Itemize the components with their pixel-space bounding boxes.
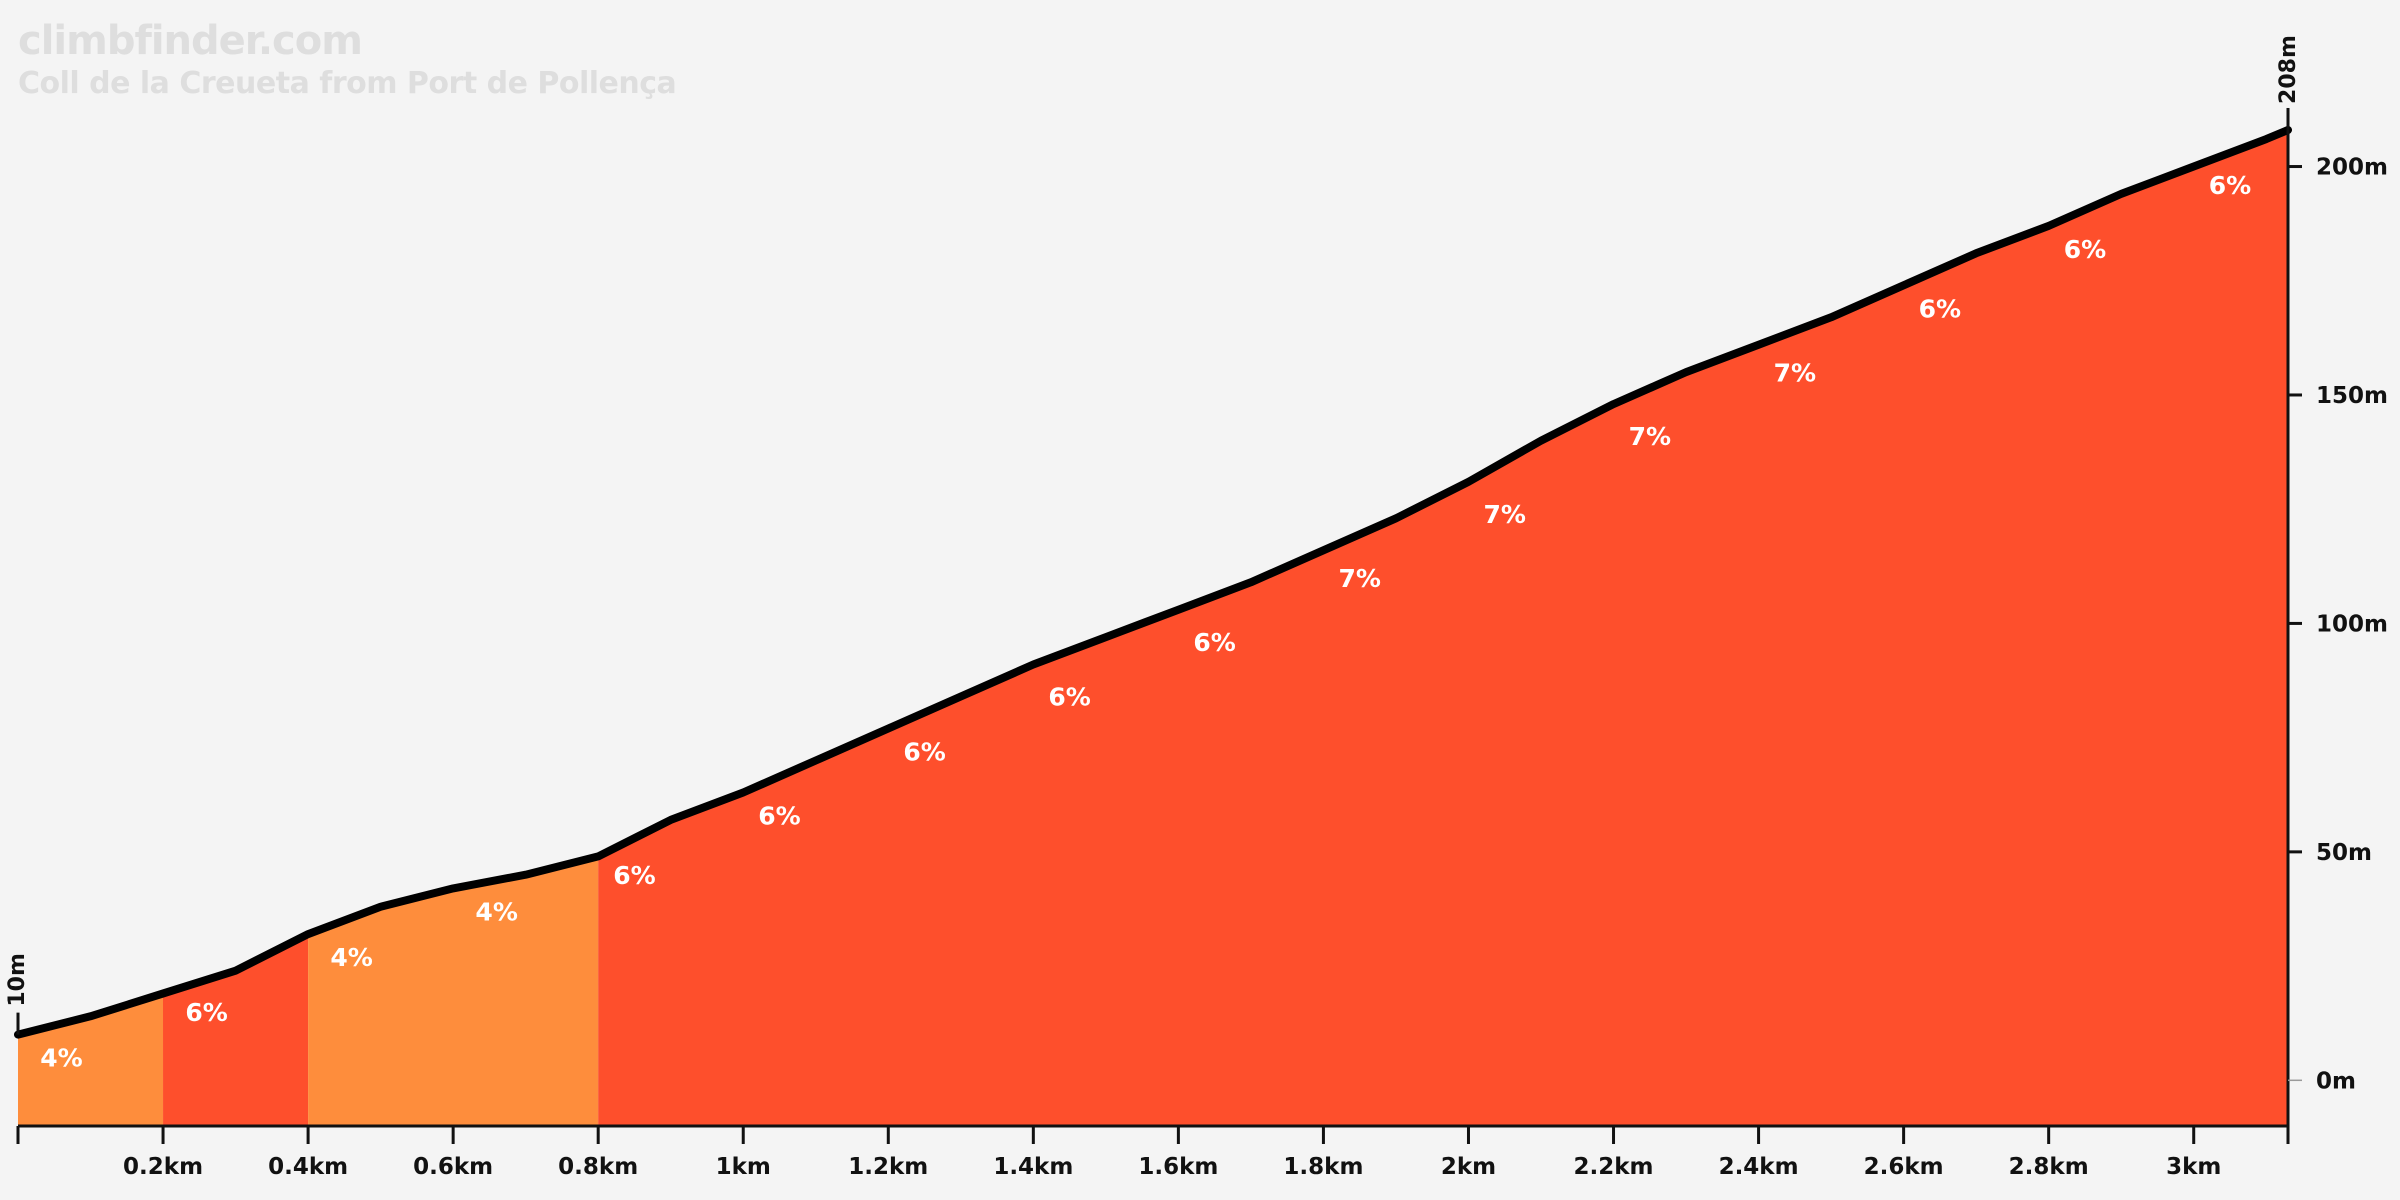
start-elevation-label: 10m <box>5 953 30 1007</box>
grade-label-4: 6% <box>1048 683 1090 712</box>
segment-grade-label-3: 4% <box>330 943 372 972</box>
chart-subtitle: Coll de la Creueta from Port de Pollença <box>18 66 677 101</box>
y-tick-label-2: 50m <box>2316 840 2372 866</box>
x-tick-label-13: 2.6km <box>1864 1154 1944 1180</box>
x-tick-label-14: 2.8km <box>2009 1154 2089 1180</box>
y-tick-label-1: 0m <box>2316 1068 2356 1094</box>
x-tick-label-9: 1.8km <box>1283 1154 1363 1180</box>
grade-label-2: 6% <box>758 801 800 830</box>
axes: 0.2km 0.4km 0.6km 0.8km 1km 1.2km 1.4km 1.6km 1.… <box>5 35 2388 1180</box>
grade-label-7: 7% <box>1484 500 1526 529</box>
x-tick-label-5: 1km <box>716 1154 771 1180</box>
x-tick-label-11: 2.2km <box>1574 1154 1654 1180</box>
grade-label-1: 4% <box>475 897 517 926</box>
grade-label-11: 6% <box>2064 235 2106 264</box>
grade-labels: 4% 6% 4% 6% 4% 6% 6% 6% 6% 7% 7% 7% 7% 6% 6% 6% <box>40 171 2251 1073</box>
grade-label-5: 6% <box>1193 628 1235 657</box>
grade-label-12: 6% <box>2209 171 2251 200</box>
grade-label-10: 6% <box>1919 294 1961 323</box>
x-tick-label-7: 1.4km <box>993 1154 1073 1180</box>
profile-line-layer <box>14 126 2292 1039</box>
x-tick-label-15: 3km <box>2166 1154 2221 1180</box>
brand-watermark: climbfinder.com <box>18 18 363 64</box>
y-tick-label-5: 200m <box>2316 155 2388 181</box>
x-tick-label-12: 2.4km <box>1719 1154 1799 1180</box>
profile-segment-3 <box>308 856 599 1126</box>
x-tick-label-2: 0.4km <box>268 1154 348 1180</box>
segment-grade-label-4: 6% <box>613 861 655 890</box>
profile-areas <box>18 130 2289 1126</box>
y-tick-label-4: 150m <box>2316 383 2388 409</box>
segment-grade-label-1: 4% <box>40 1044 82 1073</box>
x-tick-label-3: 0.6km <box>413 1154 493 1180</box>
profile-segment-2 <box>163 934 309 1126</box>
segment-grade-label-2: 6% <box>185 998 227 1027</box>
x-tick-label-6: 1.2km <box>848 1154 928 1180</box>
elevation-profile-line <box>14 126 2292 1039</box>
grade-label-9: 7% <box>1774 358 1816 387</box>
x-tick-label-10: 2km <box>1441 1154 1496 1180</box>
grade-label-8: 7% <box>1629 422 1671 451</box>
grade-label-6: 7% <box>1338 564 1380 593</box>
end-elevation-label: 208m <box>2276 35 2301 104</box>
x-tick-label-1: 0.2km <box>123 1154 203 1180</box>
y-tick-label-3: 100m <box>2316 611 2388 637</box>
x-tick-label-8: 1.6km <box>1138 1154 1218 1180</box>
grade-label-3: 6% <box>903 737 945 766</box>
profile-segment-4 <box>598 130 2289 1126</box>
x-tick-label-4: 0.8km <box>558 1154 638 1180</box>
